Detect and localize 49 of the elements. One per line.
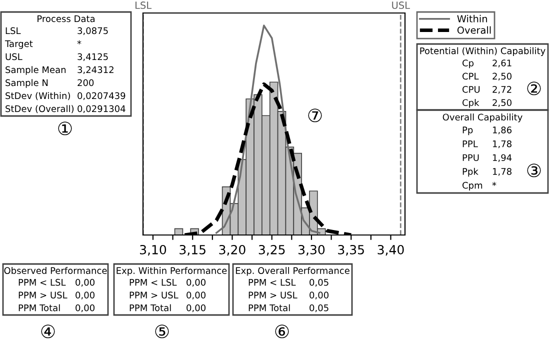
text: StDev (Overall) 0,0291304 bbox=[6, 105, 126, 114]
text: ④ bbox=[41, 324, 55, 338]
legend-label: Overall bbox=[457, 26, 491, 34]
x-tick-label: 3,25 bbox=[258, 244, 285, 256]
text: ⑤ bbox=[155, 324, 169, 338]
text: PPM > USL 0,00 bbox=[18, 292, 94, 300]
text: Pp 1,86 bbox=[462, 126, 512, 136]
text: CPU 2,72 bbox=[462, 86, 512, 94]
text: PPL 1,78 bbox=[462, 140, 512, 148]
annotation: ⑦ bbox=[308, 108, 322, 122]
text: Exp. Overall Performance bbox=[236, 267, 350, 276]
x-tick-label: 3,10 bbox=[140, 244, 166, 256]
text: Exp. Within Performance bbox=[116, 267, 227, 276]
text: PPM > USL 0,00 bbox=[130, 292, 206, 300]
text: Target * bbox=[4, 40, 82, 49]
x-tick-label: 3,35 bbox=[338, 244, 364, 256]
text: PPM Total 0,00 bbox=[130, 304, 206, 312]
text: PPM < LSL 0,05 bbox=[248, 278, 328, 287]
text: Ppk 1,78 bbox=[462, 168, 512, 177]
text: PPM > USL 0,00 bbox=[248, 292, 328, 300]
ref-line-label: USL bbox=[392, 2, 410, 9]
legend-label: Within bbox=[457, 14, 487, 22]
text: Cp 2,61 bbox=[462, 60, 512, 68]
text: PPM < LSL 0,00 bbox=[130, 278, 206, 287]
text: Cpk 2,50 bbox=[462, 99, 512, 108]
x-tick-label: 3,30 bbox=[298, 244, 325, 256]
text: ③ bbox=[527, 164, 541, 178]
text: ⑥ bbox=[275, 324, 289, 338]
text: PPM < LSL 0,00 bbox=[18, 278, 94, 287]
x-tick-label: 3,40 bbox=[378, 244, 404, 256]
text: CPL 2,50 bbox=[462, 72, 512, 81]
text: USL 3,4125 bbox=[6, 53, 108, 62]
text: Sample N 200 bbox=[6, 79, 94, 88]
text: Observed Performance bbox=[4, 267, 107, 274]
text: PPM Total 0,05 bbox=[248, 304, 328, 312]
text: Process Data bbox=[38, 15, 95, 22]
text: ② bbox=[527, 82, 541, 96]
text: StDev (Within) 0,0207439 bbox=[6, 92, 126, 100]
x-tick-label: 3,15 bbox=[180, 244, 206, 256]
text: PPU 1,94 bbox=[462, 154, 512, 162]
text: Potential (Within) Capability bbox=[420, 47, 546, 56]
ref-line-label: LSL bbox=[136, 2, 152, 9]
text: Overall Capability bbox=[442, 114, 522, 122]
text: LSL 3,0875 bbox=[6, 27, 108, 36]
text: Cpm * bbox=[462, 182, 496, 190]
text: ① bbox=[58, 122, 72, 136]
text: Sample Mean 3,24312 bbox=[6, 66, 114, 75]
x-tick-label: 3,20 bbox=[219, 244, 246, 256]
text: PPM Total 0,00 bbox=[18, 304, 94, 312]
